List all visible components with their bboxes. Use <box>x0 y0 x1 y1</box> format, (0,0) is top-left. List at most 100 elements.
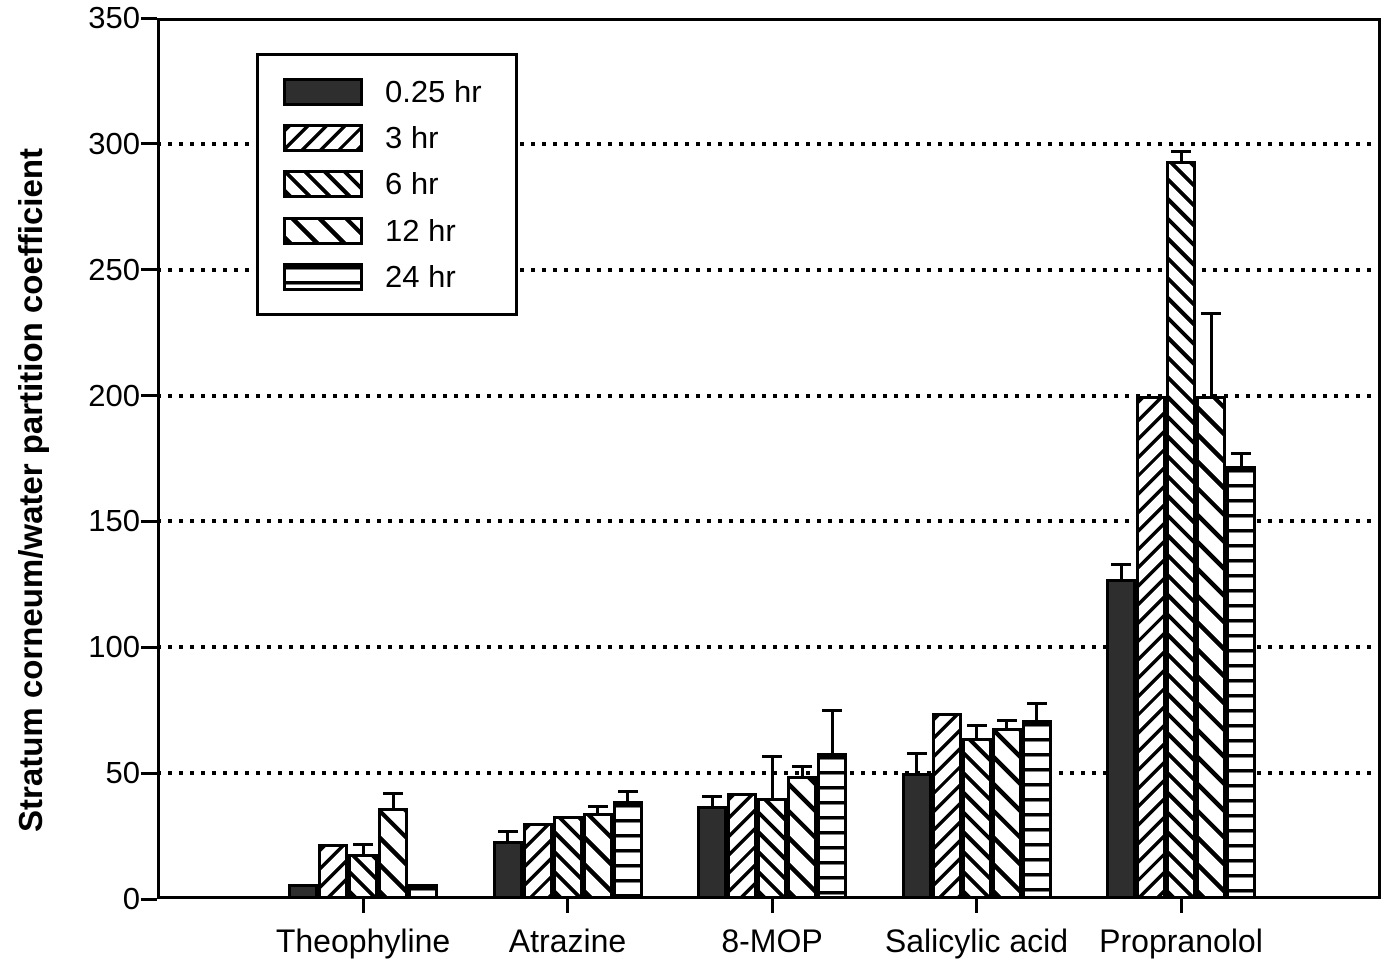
error-bar-cap <box>497 830 518 834</box>
legend-label-6-hr: 6 hr <box>385 166 439 202</box>
error-bar-cap <box>792 764 812 768</box>
bar-8-mop-3-hr <box>727 793 757 899</box>
bar-propranolol-24-hr <box>1226 466 1256 899</box>
error-bar-stem <box>800 765 804 776</box>
bar-theophyline-3-hr <box>318 843 348 899</box>
gridline-50 <box>157 771 1381 776</box>
error-bar-cap <box>822 709 842 713</box>
legend-item-24-hr: 24 hr <box>283 259 515 295</box>
bar-propranolol-3-hr <box>1136 395 1166 899</box>
y-tick-label-200: 200 <box>88 377 140 413</box>
bar-8-mop-12-hr <box>787 775 817 899</box>
legend-swatch-3-hr <box>283 124 363 153</box>
gridline-300 <box>157 141 1381 146</box>
bar-propranolol-6-hr <box>1166 161 1196 899</box>
bar-salicylic-acid-0-25-hr <box>901 773 932 899</box>
legend-swatch-12-hr <box>283 216 363 245</box>
x-label-salicylic-acid: Salicylic acid <box>884 923 1069 959</box>
error-bar-stem <box>1179 151 1183 162</box>
error-bar-cap <box>1111 563 1131 567</box>
y-tick-label-100: 100 <box>88 629 140 665</box>
legend-swatch-24-hr <box>283 262 363 291</box>
error-bar-stem <box>1005 720 1008 728</box>
y-tick-label-150: 150 <box>88 503 140 539</box>
bar-atrazine-12-hr <box>582 813 613 899</box>
x-tick-8-mop <box>770 899 774 913</box>
bar-theophyline-12-hr <box>378 808 408 899</box>
error-bar-cap <box>617 789 638 793</box>
error-bar-cap <box>1026 701 1047 705</box>
legend-swatch-6-hr <box>283 170 363 199</box>
y-tick-350 <box>141 16 157 20</box>
bar-theophyline-0-25-hr <box>288 883 318 899</box>
bar-salicylic-acid-12-hr <box>991 727 1022 899</box>
error-bar-stem <box>915 753 918 774</box>
y-tick-label-50: 50 <box>105 755 140 791</box>
x-tick-theophyline <box>361 899 365 913</box>
gridline-250 <box>157 267 1381 272</box>
error-bar-stem <box>361 843 365 854</box>
error-bar-stem <box>710 795 714 806</box>
x-tick-atrazine <box>566 899 569 913</box>
error-bar-cap <box>702 794 722 798</box>
y-tick-200 <box>141 394 157 398</box>
bar-theophyline-24-hr <box>408 883 438 899</box>
y-tick-label-300: 300 <box>88 125 140 161</box>
y-tick-label-350: 350 <box>88 0 140 35</box>
error-bar-cap <box>996 719 1017 723</box>
x-label-8-mop: 8-MOP <box>721 923 823 959</box>
error-bar-cap <box>966 724 987 728</box>
y-tick-300 <box>141 142 157 146</box>
gridline-200 <box>157 393 1381 398</box>
error-bar-stem <box>1119 564 1123 580</box>
error-bar-stem <box>830 710 834 753</box>
gridline-150 <box>157 519 1381 524</box>
bar-salicylic-acid-3-hr <box>931 712 962 899</box>
bar-propranolol-12-hr <box>1196 395 1226 899</box>
error-bar-cap <box>906 752 927 755</box>
y-tick-250 <box>141 268 157 272</box>
error-bar-stem <box>975 725 978 738</box>
bar-propranolol-0-25-hr <box>1106 579 1136 899</box>
y-tick-label-0: 0 <box>122 881 140 916</box>
bar-atrazine-3-hr <box>522 823 553 899</box>
y-tick-150 <box>141 519 157 523</box>
x-label-atrazine: Atrazine <box>508 923 627 959</box>
legend-label-24-hr: 24 hr <box>385 258 456 294</box>
bar-theophyline-6-hr <box>348 853 378 899</box>
x-tick-salicylic-acid <box>975 899 978 913</box>
y-tick-0 <box>141 897 157 901</box>
y-axis-title: Stratum corneum/water partition coeffici… <box>12 148 49 832</box>
error-bar-stem <box>506 831 509 842</box>
legend-item-6-hr: 6 hr <box>283 166 515 202</box>
error-bar-cap <box>587 804 608 808</box>
x-tick-propranolol <box>1179 899 1183 913</box>
legend-label-3-hr: 3 hr <box>385 120 439 156</box>
x-label-propranolol: Propranolol <box>1099 923 1263 959</box>
error-bar-cap <box>1171 150 1191 154</box>
legend: 0.25 hr 3 hr 6 hr 12 hr 24 hr <box>256 53 518 316</box>
error-bar-stem <box>770 755 774 799</box>
bar-atrazine-0-25-hr <box>492 841 523 899</box>
bar-8-mop-0-25-hr <box>697 805 727 899</box>
error-bar-stem <box>1035 702 1038 721</box>
error-bar-stem <box>1239 453 1243 467</box>
legend-swatch-0-25-hr <box>283 78 363 107</box>
error-bar-stem <box>626 790 629 801</box>
error-bar-stem <box>596 805 599 814</box>
error-bar-cap <box>353 842 373 846</box>
x-label-theophyline: Theophyline <box>275 923 451 959</box>
gridline-100 <box>157 645 1381 650</box>
y-tick-50 <box>141 771 157 775</box>
bar-atrazine-6-hr <box>552 815 583 899</box>
legend-label-12-hr: 12 hr <box>385 212 456 248</box>
bar-8-mop-6-hr <box>757 798 787 899</box>
legend-label-0-25-hr: 0.25 hr <box>385 74 482 110</box>
error-bar-stem <box>391 793 395 809</box>
legend-item-3-hr: 3 hr <box>283 120 515 156</box>
error-bar-cap <box>1201 311 1221 315</box>
bar-8-mop-24-hr <box>817 753 847 899</box>
legend-item-0-25-hr: 0.25 hr <box>283 74 515 110</box>
y-tick-label-250: 250 <box>88 251 140 287</box>
